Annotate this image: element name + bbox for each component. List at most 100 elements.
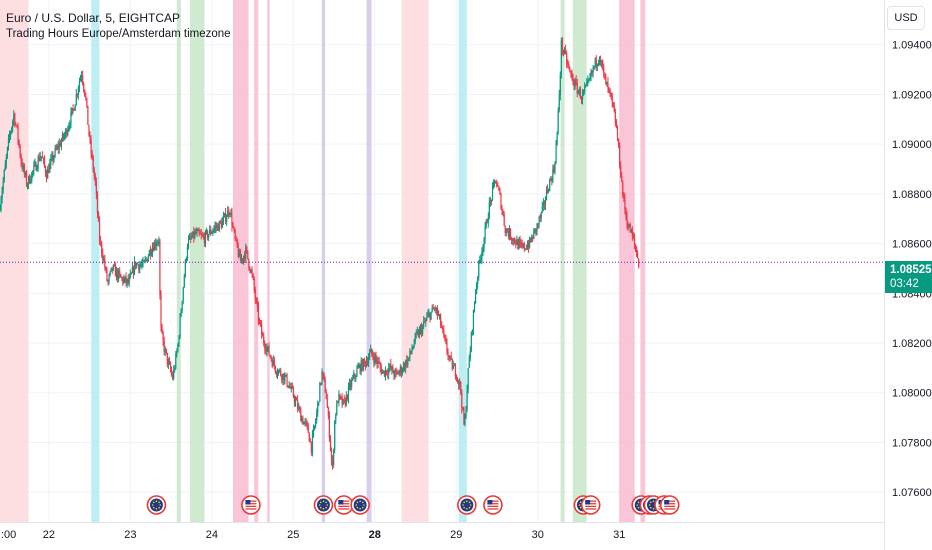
candle-body — [281, 375, 283, 380]
candle-body — [94, 176, 96, 183]
us-stripe — [585, 500, 597, 502]
candle-body — [470, 332, 472, 351]
economic-events[interactable] — [146, 495, 680, 515]
candle-body — [474, 293, 477, 303]
session-band — [458, 0, 467, 522]
symbol-title[interactable]: Euro / U.S. Dollar, 5, EIGHTCAP — [6, 11, 181, 25]
candle-body — [253, 278, 255, 290]
candle-body — [606, 82, 608, 85]
candle-body — [323, 374, 325, 380]
candle-body — [552, 169, 554, 181]
candle-body — [302, 418, 304, 425]
candle-body — [164, 348, 166, 352]
candle-body — [568, 64, 570, 68]
candle-body — [342, 399, 344, 405]
candle-body — [631, 229, 633, 236]
candle-body — [88, 124, 90, 136]
candle-body — [394, 370, 396, 377]
eu-event-icon[interactable] — [313, 495, 334, 515]
candle-body — [436, 308, 439, 315]
us-event-icon[interactable] — [483, 495, 503, 515]
candle-body — [180, 310, 182, 317]
candle-body — [243, 256, 245, 261]
candle-body — [227, 210, 229, 217]
candle-body — [49, 163, 51, 173]
candle-body — [211, 232, 213, 234]
candle-body — [116, 269, 119, 279]
us-event-icon[interactable] — [241, 495, 261, 515]
candle-body — [597, 62, 600, 64]
candle-body — [472, 309, 475, 331]
us-canton — [585, 500, 591, 505]
candle-body — [41, 156, 43, 159]
us-event-icon[interactable] — [580, 495, 601, 515]
candle-body — [549, 179, 551, 192]
candle-body — [86, 97, 88, 106]
candle-body — [289, 386, 291, 389]
eu-star — [319, 506, 322, 509]
candle-body — [147, 256, 149, 262]
candle-body — [184, 260, 186, 277]
candle-body — [137, 263, 139, 265]
candle-body — [395, 370, 397, 372]
candle-body — [199, 233, 201, 235]
candle-body — [598, 59, 601, 63]
candle-body — [345, 394, 347, 406]
candle-body — [489, 200, 491, 203]
us-stripe — [664, 500, 676, 502]
eu-star — [579, 501, 582, 504]
candle-body — [257, 306, 260, 321]
eu-star — [325, 501, 327, 504]
indicator-title[interactable]: Trading Hours Europe/Amsterdam timezone — [6, 28, 231, 40]
candle-body — [348, 383, 351, 387]
eu-star — [648, 504, 651, 506]
candle-body — [22, 165, 24, 169]
candle-body — [33, 165, 35, 171]
candle-body — [279, 369, 281, 371]
candle-body — [128, 277, 130, 284]
candle-body — [492, 181, 495, 187]
candle-body — [104, 259, 106, 268]
eu-star — [362, 506, 364, 509]
candle-body — [380, 367, 382, 374]
us-event-icon[interactable] — [334, 495, 354, 515]
eu-event-icon[interactable] — [350, 495, 370, 515]
candle-body — [273, 359, 275, 367]
candle-body — [331, 460, 334, 466]
candle-body — [219, 221, 221, 223]
candle-body — [559, 74, 561, 96]
candle-body — [379, 363, 381, 368]
candle-body — [566, 53, 568, 64]
candle-body — [321, 371, 323, 384]
candle-body — [34, 162, 36, 166]
candle-body — [107, 280, 109, 282]
candle-body — [571, 73, 573, 77]
us-stripe — [585, 508, 597, 510]
candle-body — [634, 243, 637, 249]
candle-body — [461, 393, 463, 409]
candle-body — [443, 328, 445, 335]
candle-body — [223, 213, 226, 217]
candle-body — [294, 399, 297, 403]
candle-body — [429, 313, 431, 320]
session-band — [572, 0, 587, 522]
candle-body — [339, 394, 341, 397]
candle-body — [334, 420, 336, 450]
eu-event-icon[interactable] — [457, 495, 477, 515]
candle-body — [574, 80, 576, 87]
candle-body — [594, 58, 596, 67]
currency-button[interactable]: USD — [887, 6, 925, 30]
bar-countdown: 03:42 — [890, 278, 919, 290]
candle-body — [20, 156, 22, 164]
eu-event-icon[interactable] — [146, 495, 167, 515]
candle-body — [146, 258, 148, 262]
candle-body — [315, 420, 317, 426]
candle-body — [373, 357, 375, 363]
candle-body — [482, 248, 484, 252]
candle-body — [206, 230, 209, 239]
candle-body — [587, 80, 589, 82]
us-event-icon[interactable] — [659, 495, 680, 515]
session-band — [560, 0, 565, 522]
candle-body — [0, 199, 2, 210]
